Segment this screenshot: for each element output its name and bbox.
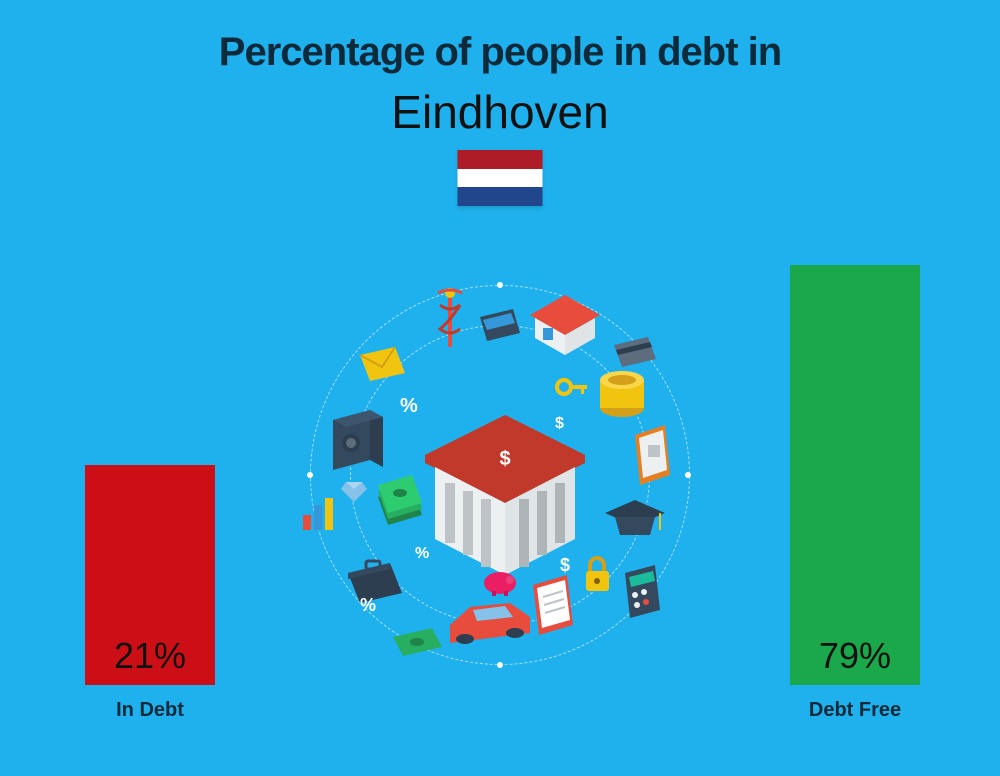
- finance-illustration: $: [300, 275, 700, 675]
- svg-text:$: $: [499, 448, 510, 470]
- piggy-bank-icon: [480, 565, 520, 597]
- phone-icon: [630, 425, 675, 490]
- cash-bill-icon: [390, 625, 445, 660]
- house-icon: [525, 290, 605, 360]
- chart-area: 21%In Debt79%Debt Free $: [0, 265, 1000, 725]
- flag-stripe-top: [458, 150, 543, 169]
- diamond-icon: [340, 480, 368, 504]
- percent-symbol-icon: %: [360, 595, 376, 616]
- car-icon: [435, 595, 545, 650]
- bar-debt_free: 79%Debt Free: [790, 265, 920, 685]
- credit-card-icon: [610, 335, 660, 370]
- bar-label-debt_free: Debt Free: [764, 699, 946, 722]
- envelope-icon: [355, 345, 410, 385]
- netherlands-flag: [458, 150, 543, 206]
- cash-stack-icon: [370, 475, 430, 535]
- bar-in_debt: 21%In Debt: [85, 465, 215, 685]
- bar-label-in_debt: In Debt: [59, 699, 241, 722]
- bar-chart-icon: [300, 490, 345, 535]
- dollar-symbol-icon: $: [555, 415, 564, 433]
- key-icon: [555, 375, 590, 400]
- calculator-icon: [620, 565, 665, 620]
- caduceus-icon: [430, 285, 470, 355]
- flag-stripe-middle: [458, 169, 543, 188]
- title-line-1: Percentage of people in debt in: [0, 30, 1000, 75]
- title-line-2: Eindhoven: [0, 85, 1000, 139]
- bar-value-debt_free: 79%: [790, 635, 920, 677]
- wallet-icon: [475, 305, 525, 345]
- safe-icon: [325, 405, 390, 475]
- flag-stripe-bottom: [458, 187, 543, 206]
- graduation-cap-icon: [600, 495, 670, 545]
- dollar-symbol-icon: $: [560, 555, 570, 576]
- padlock-icon: [580, 555, 615, 595]
- percent-symbol-icon: %: [400, 395, 418, 418]
- percent-symbol-icon: %: [415, 545, 429, 563]
- bar-value-in_debt: 21%: [85, 635, 215, 677]
